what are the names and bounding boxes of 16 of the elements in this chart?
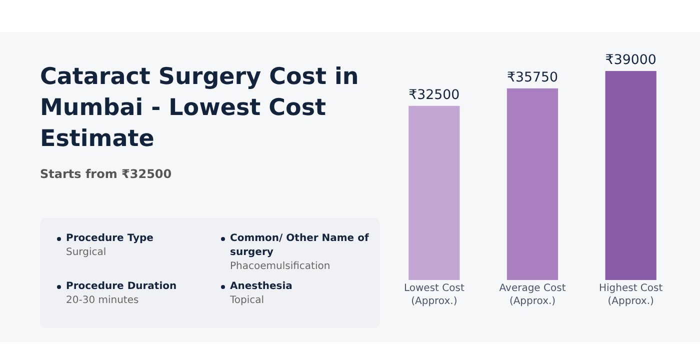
- text: Anesthesia: [230, 281, 292, 292]
- text: Cataract Surgery Cost in Mumbai - Lowest Cost Estimate: [40, 63, 360, 154]
- data-label: ₹39000: [605, 53, 656, 68]
- text: Procedure Type: [66, 233, 154, 244]
- x-tick-label: Highest Cost (Approx.): [598, 283, 663, 307]
- text: 20-30 minutes: [66, 295, 139, 306]
- data-label: ₹32500: [408, 88, 460, 103]
- x-tick-label: Lowest Cost (Approx.): [404, 283, 464, 307]
- text: Phacoemulsification: [230, 261, 330, 272]
- text: Surgical: [66, 247, 106, 258]
- text: Procedure Duration: [66, 281, 177, 292]
- x-tick-label: Average Cost (Approx.): [499, 283, 566, 307]
- data-label: ₹35750: [506, 70, 558, 86]
- text: Topical: [230, 295, 264, 306]
- text: Common/ Other Name of surgery: [230, 233, 369, 258]
- text: Starts from ₹32500: [40, 167, 173, 181]
